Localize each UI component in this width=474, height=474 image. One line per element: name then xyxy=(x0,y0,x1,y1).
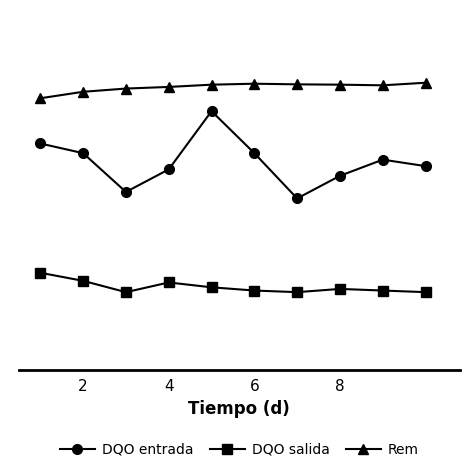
DQO salida xyxy=(294,289,300,295)
Rem xyxy=(123,86,129,91)
Rem xyxy=(337,82,343,88)
DQO salida xyxy=(123,289,129,295)
DQO entrada xyxy=(294,196,300,201)
Rem xyxy=(37,95,43,101)
DQO salida xyxy=(252,288,257,293)
X-axis label: Tiempo (d): Tiempo (d) xyxy=(189,400,290,418)
Rem xyxy=(209,82,214,88)
DQO entrada xyxy=(166,166,172,172)
DQO entrada xyxy=(209,109,214,114)
DQO salida xyxy=(80,278,86,283)
Rem xyxy=(166,84,172,90)
DQO entrada xyxy=(337,173,343,179)
Line: Rem: Rem xyxy=(36,78,430,103)
DQO entrada xyxy=(80,150,86,156)
Rem xyxy=(294,82,300,87)
DQO salida xyxy=(380,288,385,293)
DQO entrada xyxy=(37,141,43,146)
DQO salida xyxy=(337,286,343,292)
Rem xyxy=(252,81,257,87)
DQO entrada xyxy=(123,189,129,195)
Rem xyxy=(80,89,86,95)
DQO entrada xyxy=(423,163,428,169)
DQO salida xyxy=(166,280,172,285)
Legend: DQO entrada, DQO salida, Rem: DQO entrada, DQO salida, Rem xyxy=(55,437,424,462)
DQO entrada xyxy=(252,150,257,156)
DQO salida xyxy=(209,284,214,290)
DQO salida xyxy=(423,289,428,295)
Line: DQO entrada: DQO entrada xyxy=(36,106,430,203)
DQO entrada xyxy=(380,157,385,163)
Rem xyxy=(423,80,428,86)
Line: DQO salida: DQO salida xyxy=(36,268,430,297)
DQO salida xyxy=(37,270,43,275)
Rem xyxy=(380,82,385,88)
